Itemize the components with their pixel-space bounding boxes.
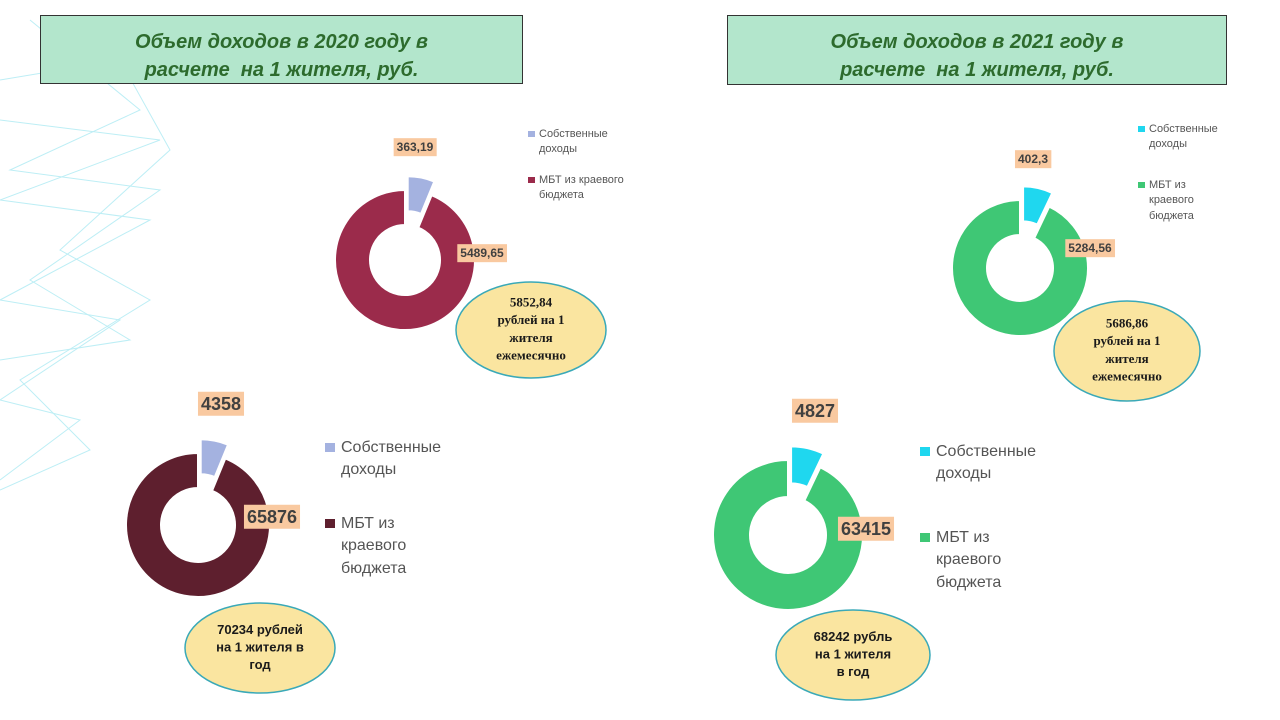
- header: Объем доходов в 2021 году в расчете на 1…: [727, 15, 1227, 85]
- total-annotation: 5686,86: [1106, 316, 1149, 331]
- donut-slice: [333, 188, 476, 331]
- total-annotation: рублей на 1: [497, 312, 564, 327]
- legend-swatch: [1138, 181, 1145, 189]
- value-label-box: [791, 398, 839, 423]
- value-label-box: [393, 138, 437, 157]
- legend-swatch: [528, 176, 535, 184]
- donut-slice: [951, 198, 1089, 337]
- value-label: 5284,56: [1068, 241, 1112, 255]
- total-annotation-oval: [1053, 300, 1201, 402]
- total-annotation-oval: [775, 609, 931, 701]
- total-annotation: ежемесячно: [1092, 368, 1162, 383]
- header: Объем доходов в 2020 году в расчете на 1…: [40, 15, 523, 84]
- legend-swatch: [920, 532, 930, 543]
- total-annotation: жителя: [1105, 351, 1148, 366]
- legend-label: МБТ из краевого бюджета: [341, 515, 407, 577]
- donut-slice: [125, 451, 271, 598]
- donut-slice: [199, 438, 230, 479]
- donut-slice: [406, 175, 436, 216]
- value-label: 63415: [841, 519, 891, 539]
- legend-label: Собственные доходы: [1149, 123, 1218, 151]
- legend-swatch: [528, 130, 535, 138]
- value-label-box: [837, 516, 895, 541]
- value-label: 402,3: [1018, 152, 1048, 166]
- total-annotation: 70234 рублей: [217, 622, 303, 637]
- total-annotation: год: [249, 657, 271, 672]
- value-label: 363,19: [397, 140, 434, 154]
- value-label-box: [1065, 239, 1116, 258]
- legend-label: Собственные доходы: [936, 443, 1037, 483]
- background-decoration: [0, 19, 171, 491]
- legend-swatch: [920, 446, 930, 457]
- donut-slice: [712, 458, 864, 611]
- legend-label: Собственные доходы: [539, 128, 608, 156]
- total-annotation-oval: [455, 281, 607, 379]
- header-line: Объем доходов в 2020 году в: [135, 31, 428, 53]
- legend-swatch: [325, 442, 335, 453]
- header-line: Объем доходов в 2021 году в: [830, 31, 1124, 53]
- donut-slice: [1022, 185, 1054, 226]
- donut-slice: [790, 445, 825, 489]
- legend-label: МБТ из краевого бюджета: [1149, 179, 1194, 222]
- total-annotation: жителя: [509, 330, 552, 345]
- value-label: 4358: [201, 394, 241, 414]
- value-label: 4827: [795, 401, 835, 421]
- legend-swatch: [325, 518, 335, 529]
- header-line: расчете на 1 жителя, руб.: [840, 59, 1114, 81]
- value-label-box: [243, 504, 301, 529]
- value-label: 65876: [247, 507, 297, 527]
- total-annotation: ежемесячно: [496, 347, 566, 362]
- value-label-box: [1014, 150, 1052, 169]
- legend-swatch: [1138, 125, 1145, 133]
- total-annotation: на 1 жителя: [815, 646, 891, 661]
- value-label-box: [197, 391, 245, 416]
- legend-label: МБТ из краевого бюджета: [539, 174, 624, 202]
- header-line: расчете на 1 жителя, руб.: [144, 59, 419, 81]
- legend-label: Собственные доходы: [341, 439, 442, 479]
- total-annotation: 5852,84: [510, 295, 553, 310]
- total-annotation-oval: [184, 602, 336, 694]
- total-annotation: рублей на 1: [1093, 333, 1160, 348]
- value-label: 5489,65: [460, 246, 504, 260]
- total-annotation: 68242 рубль: [814, 629, 893, 644]
- legend-label: МБТ из краевого бюджета: [936, 529, 1002, 591]
- total-annotation: на 1 жителя в: [216, 639, 304, 654]
- value-label-box: [457, 244, 508, 263]
- total-annotation: в год: [837, 664, 871, 679]
